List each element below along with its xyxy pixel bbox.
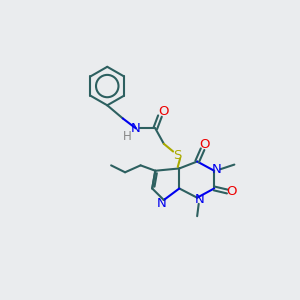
Text: O: O bbox=[226, 185, 236, 198]
Text: S: S bbox=[173, 149, 181, 162]
Text: N: N bbox=[195, 193, 204, 206]
Text: N: N bbox=[131, 122, 141, 135]
Text: H: H bbox=[123, 130, 132, 142]
Text: O: O bbox=[200, 138, 210, 151]
Text: O: O bbox=[159, 105, 169, 118]
Text: N: N bbox=[212, 164, 221, 176]
Text: N: N bbox=[157, 197, 166, 210]
